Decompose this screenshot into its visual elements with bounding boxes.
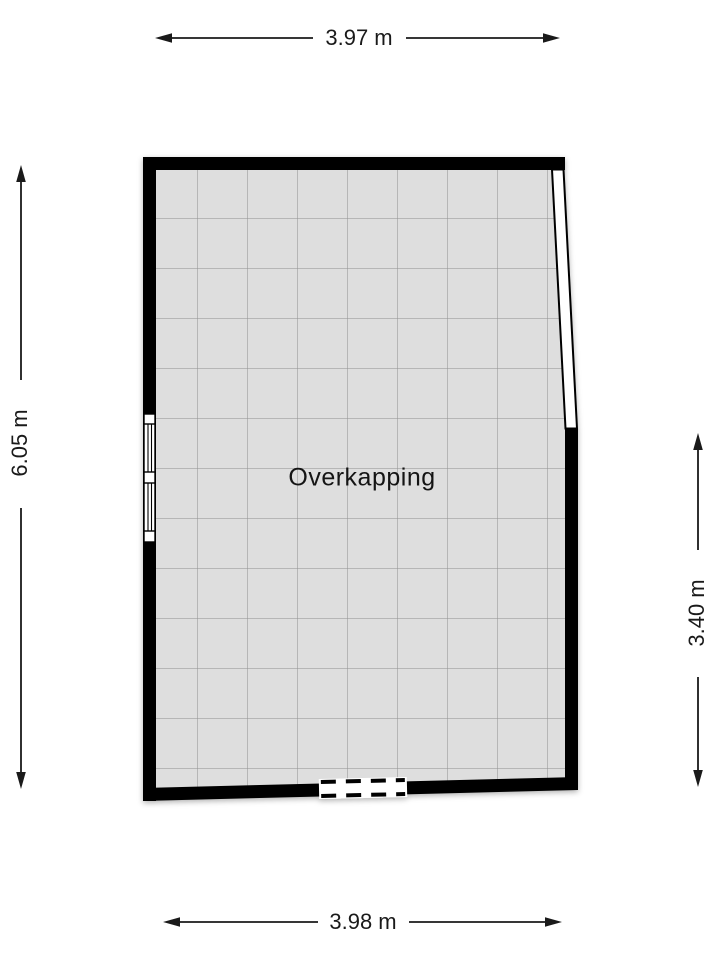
room-label: Overkapping bbox=[288, 463, 436, 492]
floor-tile-grid bbox=[156, 170, 566, 789]
top-dimension-arrow bbox=[155, 33, 560, 43]
diagonal-window bbox=[550, 168, 579, 430]
top-dimension-label: 3.97 m bbox=[321, 25, 397, 51]
left-window bbox=[143, 413, 156, 543]
left-dimension-arrow bbox=[16, 165, 26, 789]
bottom-dimension-arrow bbox=[163, 917, 562, 927]
left-dimension-label: 6.05 m bbox=[7, 405, 33, 481]
dimension-arrows bbox=[16, 33, 703, 927]
right-dimension-label: 3.40 m bbox=[684, 575, 710, 651]
wall-top bbox=[143, 157, 565, 170]
bottom-door bbox=[318, 776, 408, 800]
plan-structure bbox=[143, 157, 579, 801]
wall-right bbox=[565, 429, 578, 790]
bottom-dimension-label: 3.98 m bbox=[325, 909, 401, 935]
right-dimension-arrow bbox=[693, 433, 703, 787]
